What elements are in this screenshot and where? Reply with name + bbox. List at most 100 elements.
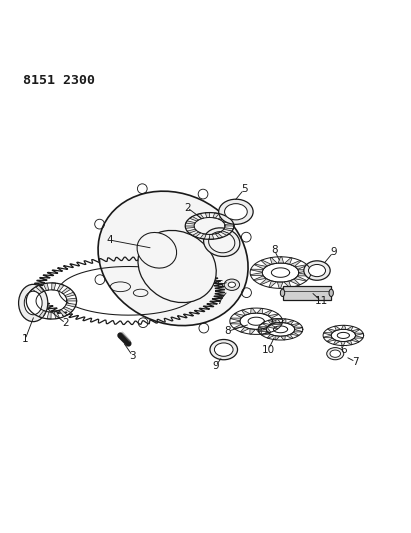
Polygon shape	[341, 325, 346, 329]
Text: 8: 8	[271, 245, 278, 255]
Ellipse shape	[224, 279, 240, 290]
Polygon shape	[323, 335, 332, 338]
Polygon shape	[351, 329, 360, 333]
Polygon shape	[355, 333, 363, 335]
Text: 1: 1	[22, 335, 28, 344]
Text: 4: 4	[107, 235, 113, 245]
Ellipse shape	[280, 289, 285, 296]
Text: 2: 2	[62, 318, 69, 328]
Polygon shape	[186, 221, 195, 224]
Ellipse shape	[219, 199, 253, 224]
Text: 7: 7	[216, 296, 223, 306]
Polygon shape	[291, 332, 299, 336]
Polygon shape	[284, 281, 291, 288]
Polygon shape	[187, 229, 196, 233]
Polygon shape	[63, 306, 73, 312]
Ellipse shape	[98, 191, 248, 326]
Polygon shape	[250, 272, 263, 276]
Polygon shape	[222, 219, 232, 223]
Polygon shape	[280, 336, 285, 340]
Polygon shape	[36, 285, 44, 292]
Ellipse shape	[203, 228, 240, 256]
Polygon shape	[196, 214, 204, 219]
Ellipse shape	[137, 232, 177, 268]
Text: 9: 9	[330, 247, 337, 257]
Polygon shape	[39, 311, 46, 318]
Polygon shape	[27, 295, 37, 299]
Polygon shape	[295, 276, 307, 281]
Text: 8151 2300: 8151 2300	[23, 74, 95, 87]
Polygon shape	[328, 329, 336, 333]
Ellipse shape	[309, 264, 326, 277]
Polygon shape	[351, 338, 359, 342]
Ellipse shape	[18, 284, 48, 321]
Polygon shape	[286, 320, 294, 325]
Polygon shape	[62, 287, 71, 294]
Polygon shape	[295, 265, 307, 269]
Text: 9: 9	[212, 361, 219, 371]
Polygon shape	[290, 279, 300, 285]
Polygon shape	[254, 264, 266, 269]
Polygon shape	[213, 213, 219, 218]
Text: 7: 7	[352, 357, 359, 367]
Polygon shape	[200, 234, 206, 239]
Polygon shape	[43, 283, 49, 290]
Ellipse shape	[327, 348, 344, 360]
Polygon shape	[291, 324, 300, 327]
Polygon shape	[298, 270, 311, 272]
Polygon shape	[240, 327, 249, 332]
Polygon shape	[254, 276, 266, 280]
Polygon shape	[286, 334, 293, 338]
Polygon shape	[215, 233, 223, 238]
Polygon shape	[323, 333, 332, 335]
Bar	[282, 286, 331, 300]
Polygon shape	[251, 269, 263, 272]
Polygon shape	[251, 308, 256, 313]
Polygon shape	[59, 310, 67, 317]
Polygon shape	[335, 326, 341, 330]
Polygon shape	[327, 338, 335, 342]
Polygon shape	[189, 216, 199, 221]
Polygon shape	[268, 314, 279, 318]
Polygon shape	[284, 258, 292, 264]
Polygon shape	[268, 320, 275, 324]
Polygon shape	[267, 334, 275, 338]
Polygon shape	[293, 330, 302, 332]
Polygon shape	[281, 319, 286, 323]
Polygon shape	[268, 325, 278, 329]
Polygon shape	[259, 329, 267, 332]
Text: 6: 6	[340, 345, 346, 354]
Ellipse shape	[24, 291, 42, 315]
Polygon shape	[277, 282, 283, 288]
Polygon shape	[230, 321, 241, 324]
Text: 10: 10	[262, 345, 275, 354]
Polygon shape	[278, 257, 284, 263]
Polygon shape	[26, 301, 36, 304]
Polygon shape	[341, 341, 345, 345]
Polygon shape	[30, 289, 39, 295]
Polygon shape	[261, 332, 270, 335]
Polygon shape	[32, 308, 42, 314]
Polygon shape	[346, 341, 352, 345]
Polygon shape	[224, 228, 233, 231]
Polygon shape	[260, 279, 271, 285]
Polygon shape	[65, 292, 75, 297]
Ellipse shape	[210, 340, 238, 360]
Text: 6: 6	[216, 280, 223, 290]
Ellipse shape	[304, 261, 330, 280]
Polygon shape	[242, 310, 250, 315]
Polygon shape	[270, 257, 277, 264]
Polygon shape	[218, 215, 227, 220]
Polygon shape	[290, 261, 301, 266]
Polygon shape	[205, 213, 210, 217]
Polygon shape	[57, 284, 64, 292]
Ellipse shape	[209, 231, 235, 253]
Text: 5: 5	[241, 184, 247, 195]
Polygon shape	[271, 321, 282, 325]
Polygon shape	[210, 235, 214, 239]
Ellipse shape	[138, 230, 216, 303]
Polygon shape	[52, 283, 56, 290]
Polygon shape	[66, 303, 76, 307]
Polygon shape	[257, 308, 263, 314]
Polygon shape	[354, 336, 363, 338]
